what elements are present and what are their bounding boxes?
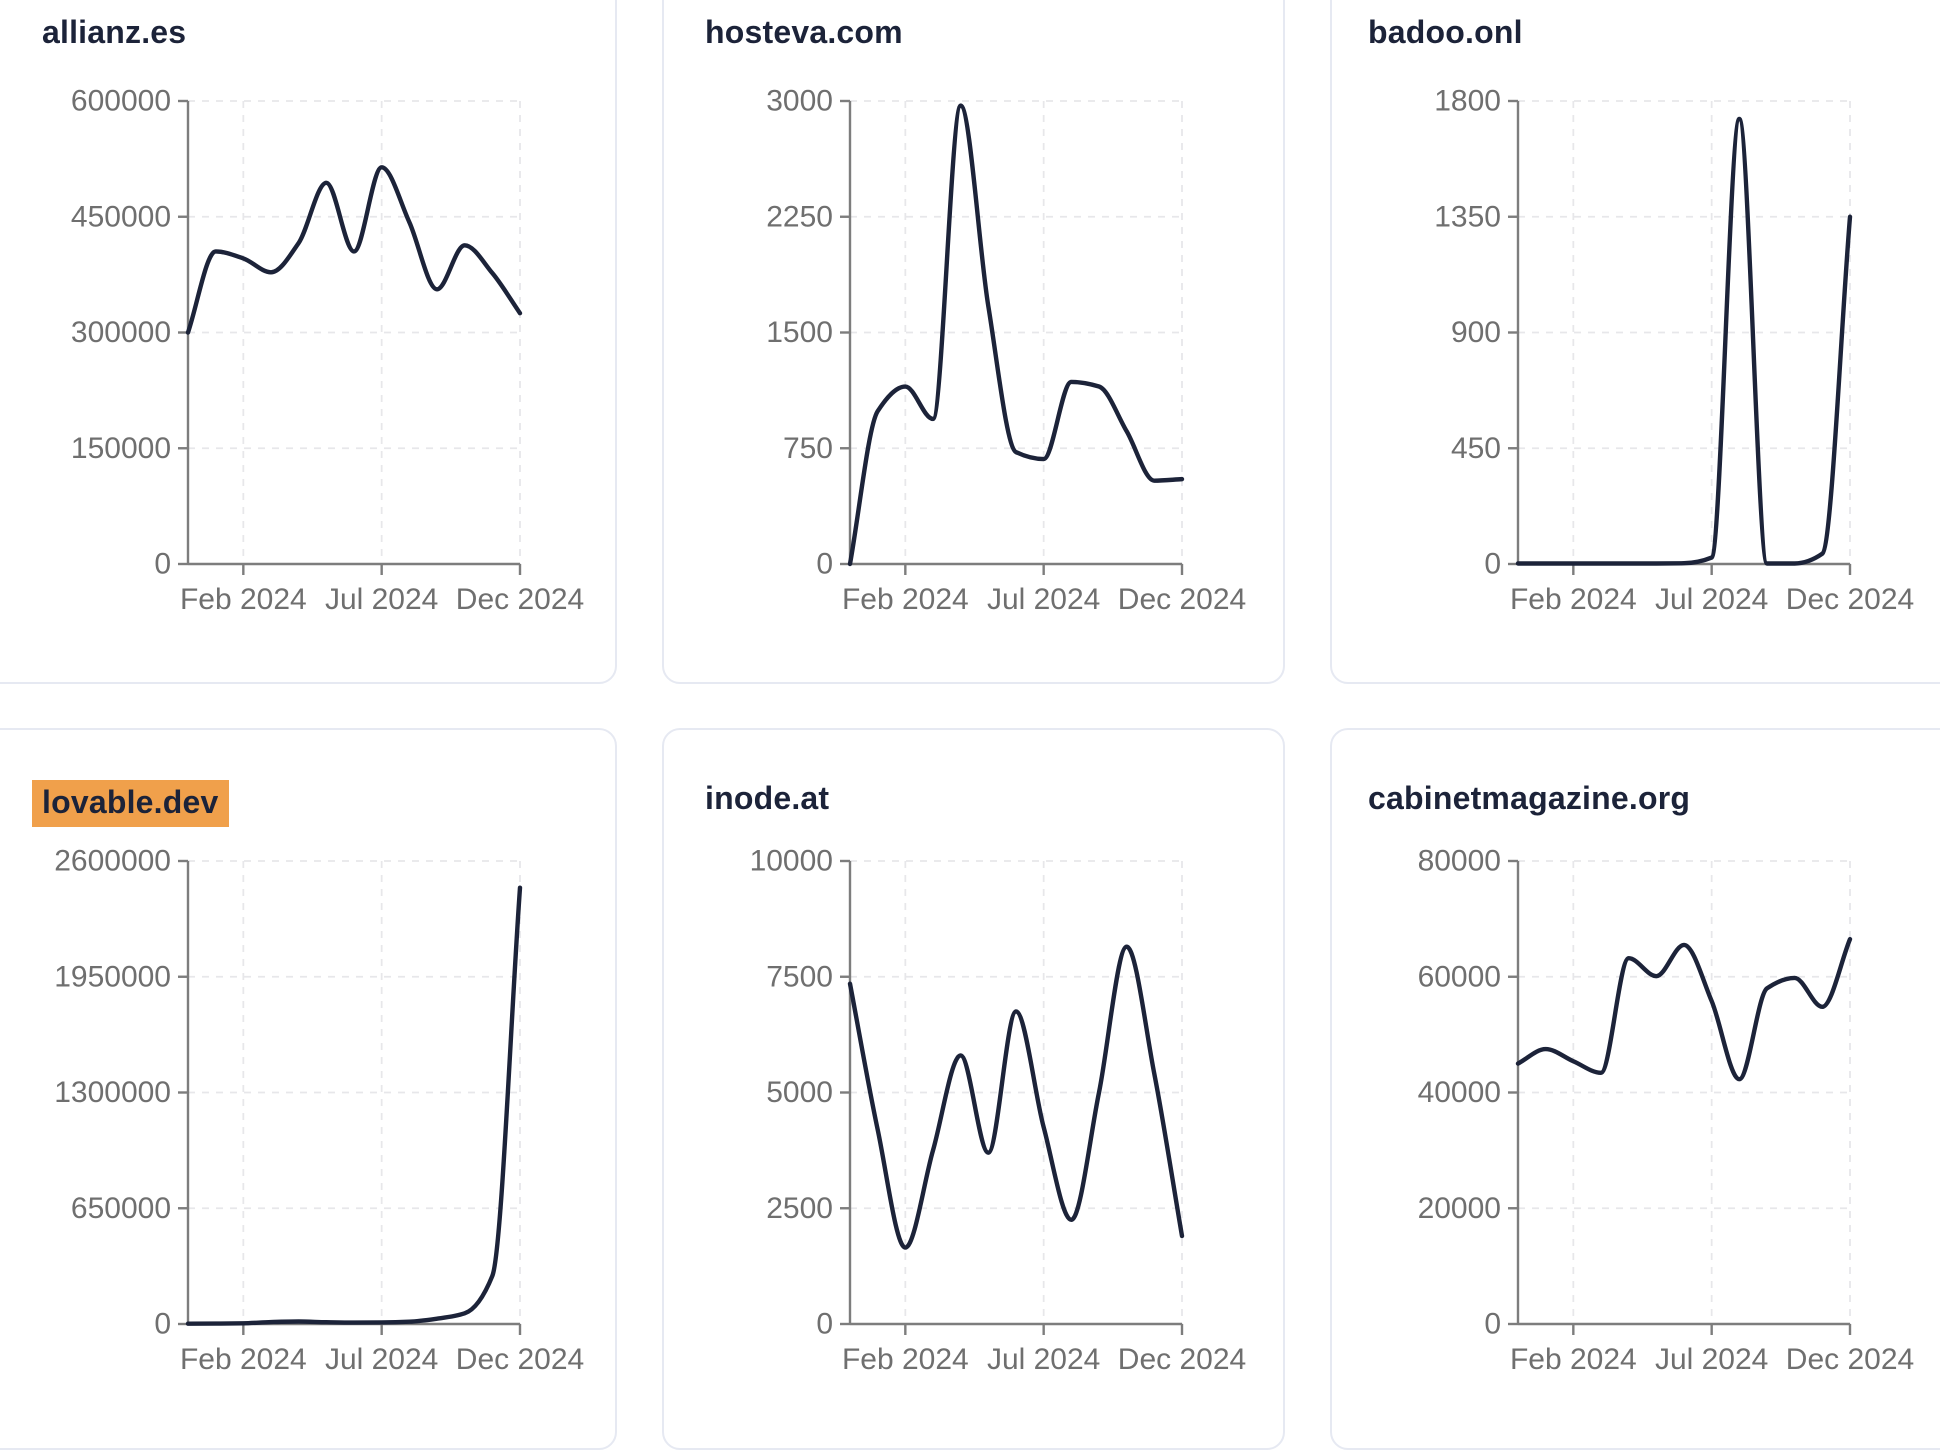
x-tick-label: Jul 2024 [325, 1343, 438, 1376]
y-tick-label: 60000 [1418, 960, 1501, 993]
y-tick-label: 0 [1484, 548, 1501, 581]
x-tick-label: Jul 2024 [1655, 583, 1768, 616]
chart-title-badoo-onl: badoo.onl [1368, 14, 1523, 51]
y-tick-label: 5000 [766, 1076, 833, 1109]
x-tick-label: Dec 2024 [456, 583, 584, 616]
y-tick-label: 750 [783, 432, 833, 465]
chart-title-allianz-es: allianz.es [42, 14, 186, 51]
y-tick-label: 3000 [766, 85, 833, 118]
domain-label-hosteva-com: hosteva.com [705, 14, 903, 50]
y-tick-label: 2500 [766, 1192, 833, 1225]
domain-label-lovable-dev: lovable.dev [32, 780, 229, 827]
traffic-line-series [847, 944, 1185, 1250]
x-tick-label: Feb 2024 [1510, 1343, 1637, 1376]
x-tick-label: Feb 2024 [180, 583, 307, 616]
x-tick-label: Feb 2024 [842, 1343, 969, 1376]
y-tick-label: 450000 [71, 200, 171, 233]
x-tick-label: Jul 2024 [987, 583, 1100, 616]
y-tick-label: 40000 [1418, 1076, 1501, 1109]
x-tick-label: Feb 2024 [1510, 583, 1637, 616]
y-tick-label: 20000 [1418, 1192, 1501, 1225]
line-chart-allianz-es: 0 150000 300000 450000 600000 Feb 2024 Jul 202… [71, 85, 584, 617]
x-tick-label: Dec 2024 [1786, 1343, 1914, 1376]
chart-title-cabinetmagazine-org: cabinetmagazine.org [1368, 780, 1690, 817]
x-tick-label: Jul 2024 [1655, 1343, 1768, 1376]
x-tick-label: Feb 2024 [842, 583, 969, 616]
y-tick-label: 600000 [71, 85, 171, 118]
traffic-line-series [1515, 116, 1853, 566]
traffic-line-series [847, 103, 1185, 567]
chart-title-inode-at: inode.at [705, 780, 829, 817]
y-tick-label: 1950000 [54, 960, 171, 993]
domain-label-allianz-es: allianz.es [42, 14, 187, 50]
x-tick-label: Jul 2024 [987, 1343, 1100, 1376]
y-tick-label: 1800 [1434, 85, 1501, 118]
chart-card-badoo-onl [1330, 0, 1940, 684]
x-tick-label: Dec 2024 [1786, 583, 1914, 616]
chart-card-allianz-es [0, 0, 617, 684]
x-tick-label: Jul 2024 [325, 583, 438, 616]
line-chart-badoo-onl: 0 450 900 1350 1800 Feb 2024 Jul 2024 Dec 2024 [1434, 85, 1914, 617]
y-tick-label: 1350 [1434, 200, 1501, 233]
y-tick-label: 10000 [750, 845, 833, 878]
y-tick-label: 450 [1451, 432, 1501, 465]
y-tick-label: 2250 [766, 200, 833, 233]
line-chart-cabinetmagazine-org: 0 20000 40000 60000 80000 Feb 2024 Jul 2024 Dec… [1418, 845, 1915, 1377]
traffic-line-series [1515, 936, 1853, 1082]
y-tick-label: 150000 [71, 432, 171, 465]
domain-label-cabinetmagazine-org: cabinetmagazine.org [1368, 780, 1691, 816]
y-tick-label: 0 [154, 1308, 171, 1341]
x-tick-label: Dec 2024 [456, 1343, 584, 1376]
domain-label-inode-at: inode.at [705, 780, 830, 816]
y-tick-label: 0 [816, 1308, 833, 1341]
chart-title-lovable-dev: lovable.dev [32, 780, 229, 827]
chart-title-hosteva-com: hosteva.com [705, 14, 903, 51]
y-tick-label: 0 [816, 548, 833, 581]
chart-card-cabinetmagazine-org [1330, 728, 1940, 1450]
line-chart-inode-at: 0 2500 5000 7500 10000 Feb 2024 Jul 2024 Dec 20… [750, 845, 1247, 1377]
y-tick-label: 1500 [766, 316, 833, 349]
line-chart-hosteva-com: 0 750 1500 2250 3000 Feb 2024 Jul 2024 Dec 2024 [766, 85, 1246, 617]
x-tick-label: Feb 2024 [180, 1343, 307, 1376]
y-tick-label: 2600000 [54, 845, 171, 878]
domain-label-badoo-onl: badoo.onl [1368, 14, 1523, 50]
y-tick-label: 0 [1484, 1308, 1501, 1341]
y-tick-label: 300000 [71, 316, 171, 349]
chart-card-lovable-dev [0, 728, 617, 1450]
y-tick-label: 650000 [71, 1192, 171, 1225]
traffic-line-series [185, 885, 523, 1326]
y-tick-label: 80000 [1418, 845, 1501, 878]
traffic-line-series [185, 165, 523, 335]
line-chart-lovable-dev: 0 650000 1300000 1950000 2600000 Feb 2024 Jul … [54, 845, 584, 1377]
x-tick-label: Dec 2024 [1118, 1343, 1246, 1376]
y-tick-label: 1300000 [54, 1076, 171, 1109]
y-tick-label: 0 [154, 548, 171, 581]
x-tick-label: Dec 2024 [1118, 583, 1246, 616]
y-tick-label: 7500 [766, 960, 833, 993]
y-tick-label: 900 [1451, 316, 1501, 349]
